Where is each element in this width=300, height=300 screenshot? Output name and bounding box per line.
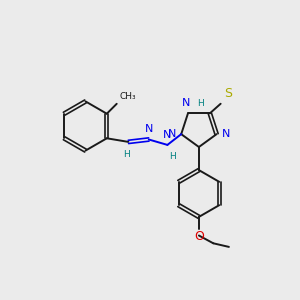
- Text: N: N: [163, 130, 171, 140]
- Text: N: N: [182, 98, 191, 108]
- Text: S: S: [224, 88, 232, 100]
- Text: H: H: [123, 150, 129, 159]
- Text: N: N: [222, 129, 230, 139]
- Text: H: H: [169, 152, 176, 161]
- Text: H: H: [197, 99, 204, 108]
- Text: O: O: [194, 230, 204, 243]
- Text: N: N: [167, 129, 176, 139]
- Text: N: N: [145, 124, 153, 134]
- Text: CH₃: CH₃: [120, 92, 136, 101]
